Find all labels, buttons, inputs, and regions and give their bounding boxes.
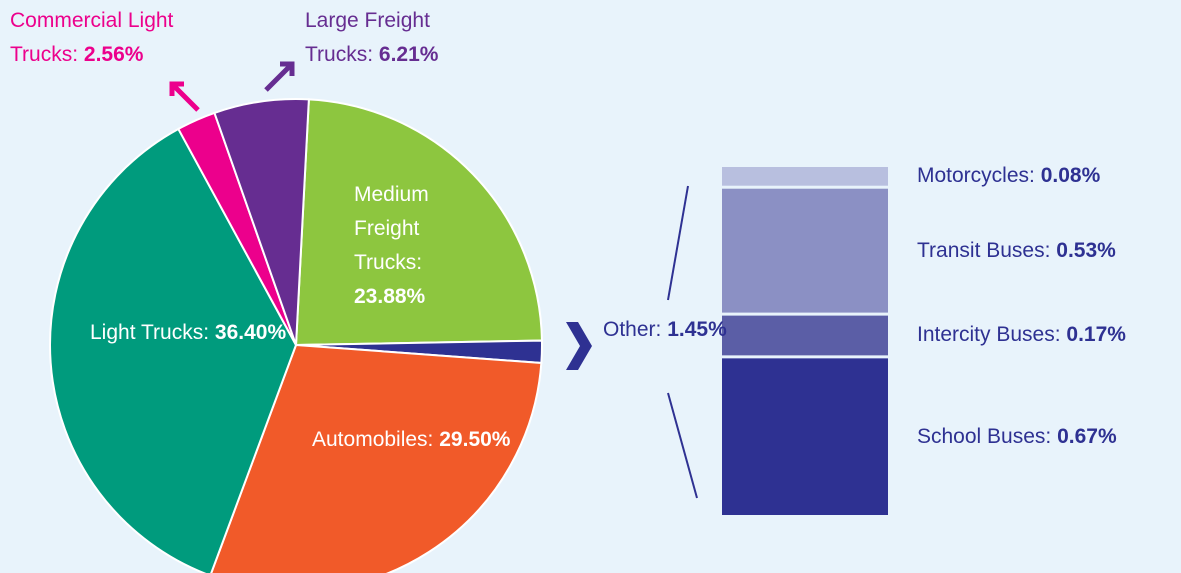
- label-name: Motorcycles:: [917, 164, 1035, 188]
- label-value: 29.50%: [439, 428, 511, 451]
- label-value: 6.21%: [378, 43, 439, 66]
- pie-slice: [49, 127, 298, 573]
- label: Light Trucks: 36.40%: [90, 316, 286, 350]
- label: School Buses: 0.67%: [917, 420, 1117, 454]
- arrow: [171, 83, 200, 112]
- label-value: 2.56%: [83, 43, 144, 66]
- label: Automobiles: 29.50%: [312, 423, 510, 457]
- label: Commercial Light Trucks: 2.56%: [10, 4, 210, 72]
- arrow: [264, 63, 293, 92]
- label-value: 0.17%: [1066, 323, 1126, 347]
- label-value: 0.08%: [1040, 164, 1101, 188]
- connector: [667, 185, 689, 301]
- bar-segment: [722, 167, 888, 186]
- chevron: [566, 322, 592, 370]
- label-value: 0.53%: [1056, 238, 1116, 262]
- bar-segment: [722, 358, 888, 515]
- pie-slice: [213, 98, 310, 346]
- label: Transit Buses: 0.53%: [917, 234, 1116, 268]
- label: Motorcycles: 0.08%: [917, 159, 1100, 193]
- label-value: 23.88%: [354, 285, 426, 308]
- label: Medium Freight Trucks: 23.88%: [354, 178, 454, 314]
- connector: [667, 392, 698, 499]
- arrow: [280, 61, 295, 76]
- label-value: 0.67%: [1057, 424, 1117, 448]
- label-name: Other:: [603, 318, 662, 341]
- label-name: Transit Buses:: [917, 238, 1051, 262]
- pie-slice: [294, 98, 543, 347]
- label-value: 1.45%: [667, 318, 727, 341]
- label: Intercity Buses: 0.17%: [917, 318, 1126, 352]
- label-name: Large Freight Trucks:: [305, 9, 430, 66]
- pie-slice: [210, 343, 543, 573]
- label-name: Medium Freight Trucks:: [354, 183, 429, 274]
- label-value: 36.40%: [214, 321, 287, 344]
- label-name: School Buses:: [917, 424, 1052, 448]
- arrow: [169, 81, 184, 96]
- label-name: Automobiles:: [312, 428, 434, 451]
- label: Large Freight Trucks: 6.21%: [305, 4, 475, 72]
- bar-segment: [722, 188, 888, 313]
- label: Other: 1.45%: [603, 313, 727, 347]
- label-name: Commercial Light Trucks:: [10, 9, 174, 66]
- label-name: Light Trucks:: [90, 321, 210, 344]
- bar-segment: [722, 315, 888, 356]
- label-name: Intercity Buses:: [917, 323, 1061, 347]
